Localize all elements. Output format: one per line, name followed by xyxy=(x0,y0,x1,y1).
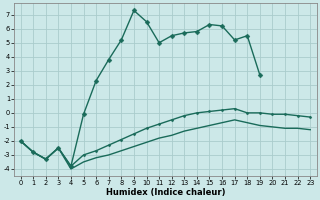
X-axis label: Humidex (Indice chaleur): Humidex (Indice chaleur) xyxy=(106,188,225,197)
